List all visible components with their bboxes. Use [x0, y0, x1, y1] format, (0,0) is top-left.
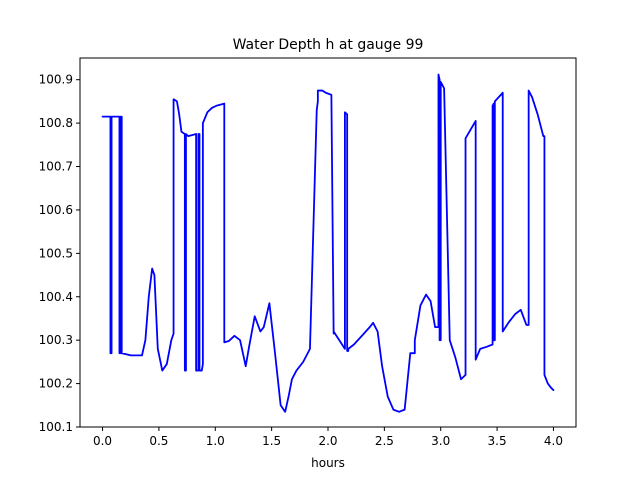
y-tick-label: 100.4	[39, 290, 73, 304]
y-tick-label: 100.6	[39, 203, 73, 217]
x-tick-label: 0.5	[149, 434, 168, 448]
y-axis-ticks: 100.1 100.2 100.3 100.4 100.5 100.6 100.7 100.8…	[39, 73, 80, 434]
x-tick-label: 3.5	[488, 434, 507, 448]
y-tick-label: 100.2	[39, 377, 73, 391]
y-tick-label: 100.7	[39, 160, 73, 174]
x-tick-label: 0.0	[93, 434, 112, 448]
x-tick-label: 2.5	[375, 434, 394, 448]
x-tick-label: 1.0	[206, 434, 225, 448]
y-tick-label: 100.8	[39, 116, 73, 130]
chart-title: Water Depth h at gauge 99	[233, 37, 424, 53]
y-tick-label: 100.1	[39, 420, 73, 434]
x-axis-label: hours	[311, 456, 345, 470]
y-tick-label: 100.3	[39, 333, 73, 347]
x-tick-label: 3.0	[431, 434, 450, 448]
x-axis-ticks: 0.0 0.5 1.0 1.5 2.0 2.5 3.0 3.5 4.0	[93, 427, 563, 448]
y-tick-label: 100.5	[39, 246, 73, 260]
plot-area	[101, 73, 555, 413]
x-tick-label: 2.0	[318, 434, 337, 448]
x-tick-label: 4.0	[544, 434, 563, 448]
series-line-water-depth	[101, 73, 555, 413]
y-tick-label: 100.9	[39, 73, 73, 87]
x-tick-label: 1.5	[262, 434, 281, 448]
